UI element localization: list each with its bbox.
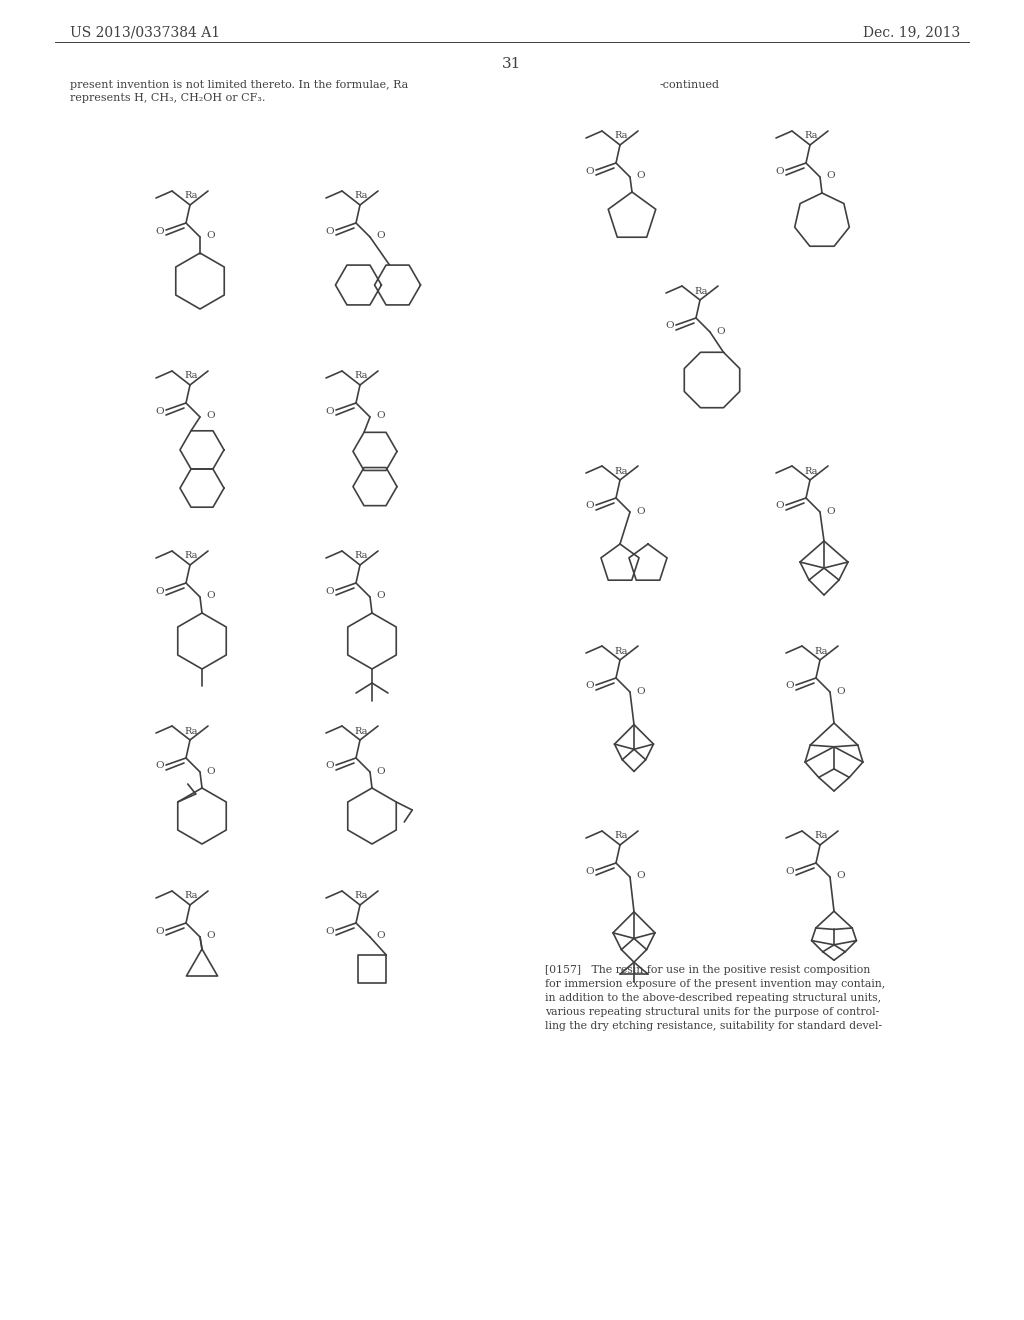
Text: O: O [376, 231, 385, 240]
Text: Ra: Ra [694, 286, 708, 296]
Text: -continued: -continued [660, 81, 720, 90]
Text: in addition to the above-described repeating structural units,: in addition to the above-described repea… [545, 993, 881, 1003]
Text: O: O [836, 871, 845, 880]
Text: O: O [785, 866, 794, 875]
Text: Ra: Ra [354, 371, 368, 380]
Text: O: O [636, 172, 645, 181]
Text: present invention is not limited thereto. In the formulae, Ra: present invention is not limited thereto… [70, 81, 409, 90]
Text: O: O [785, 681, 794, 690]
Text: O: O [636, 871, 645, 880]
Text: Ra: Ra [614, 647, 628, 656]
Text: O: O [376, 932, 385, 940]
Text: O: O [666, 322, 674, 330]
Text: O: O [775, 502, 784, 511]
Text: O: O [636, 686, 645, 696]
Text: represents H, CH₃, CH₂OH or CF₃.: represents H, CH₃, CH₂OH or CF₃. [70, 92, 265, 103]
Text: O: O [775, 166, 784, 176]
Text: O: O [156, 227, 164, 235]
Text: O: O [376, 412, 385, 421]
Text: O: O [326, 586, 334, 595]
Text: Ra: Ra [184, 891, 198, 900]
Text: Ra: Ra [184, 371, 198, 380]
Text: Dec. 19, 2013: Dec. 19, 2013 [863, 25, 961, 40]
Text: O: O [206, 932, 215, 940]
Text: O: O [826, 507, 835, 516]
Text: Ra: Ra [614, 832, 628, 841]
Text: 31: 31 [503, 57, 521, 71]
Text: Ra: Ra [184, 191, 198, 201]
Text: O: O [206, 231, 215, 240]
Text: Ra: Ra [354, 726, 368, 735]
Text: US 2013/0337384 A1: US 2013/0337384 A1 [70, 25, 220, 40]
Text: O: O [156, 762, 164, 771]
Text: Ra: Ra [814, 647, 827, 656]
Text: O: O [636, 507, 645, 516]
Text: Ra: Ra [184, 726, 198, 735]
Text: O: O [326, 407, 334, 416]
Text: for immersion exposure of the present invention may contain,: for immersion exposure of the present in… [545, 979, 886, 989]
Text: ling the dry etching resistance, suitability for standard devel-: ling the dry etching resistance, suitabi… [545, 1020, 882, 1031]
Text: Ra: Ra [804, 132, 818, 140]
Text: Ra: Ra [354, 891, 368, 900]
Text: O: O [826, 172, 835, 181]
Text: O: O [586, 681, 594, 690]
Text: O: O [156, 586, 164, 595]
Text: O: O [836, 686, 845, 696]
Text: O: O [586, 502, 594, 511]
Text: O: O [156, 927, 164, 936]
Text: Ra: Ra [614, 466, 628, 475]
Text: O: O [156, 407, 164, 416]
Text: O: O [586, 166, 594, 176]
Text: O: O [586, 866, 594, 875]
Text: Ra: Ra [614, 132, 628, 140]
Text: Ra: Ra [804, 466, 818, 475]
Text: various repeating structural units for the purpose of control-: various repeating structural units for t… [545, 1007, 880, 1016]
Text: Ra: Ra [814, 832, 827, 841]
Text: O: O [376, 591, 385, 601]
Text: O: O [716, 326, 725, 335]
Text: Ra: Ra [354, 191, 368, 201]
Text: O: O [326, 227, 334, 235]
Text: Ra: Ra [354, 552, 368, 561]
Text: O: O [376, 767, 385, 776]
Text: O: O [206, 412, 215, 421]
Text: Ra: Ra [184, 552, 198, 561]
Text: [0157]   The resin for use in the positive resist composition: [0157] The resin for use in the positive… [545, 965, 870, 975]
Text: O: O [326, 927, 334, 936]
Text: O: O [206, 767, 215, 776]
Text: O: O [206, 591, 215, 601]
Text: O: O [326, 762, 334, 771]
